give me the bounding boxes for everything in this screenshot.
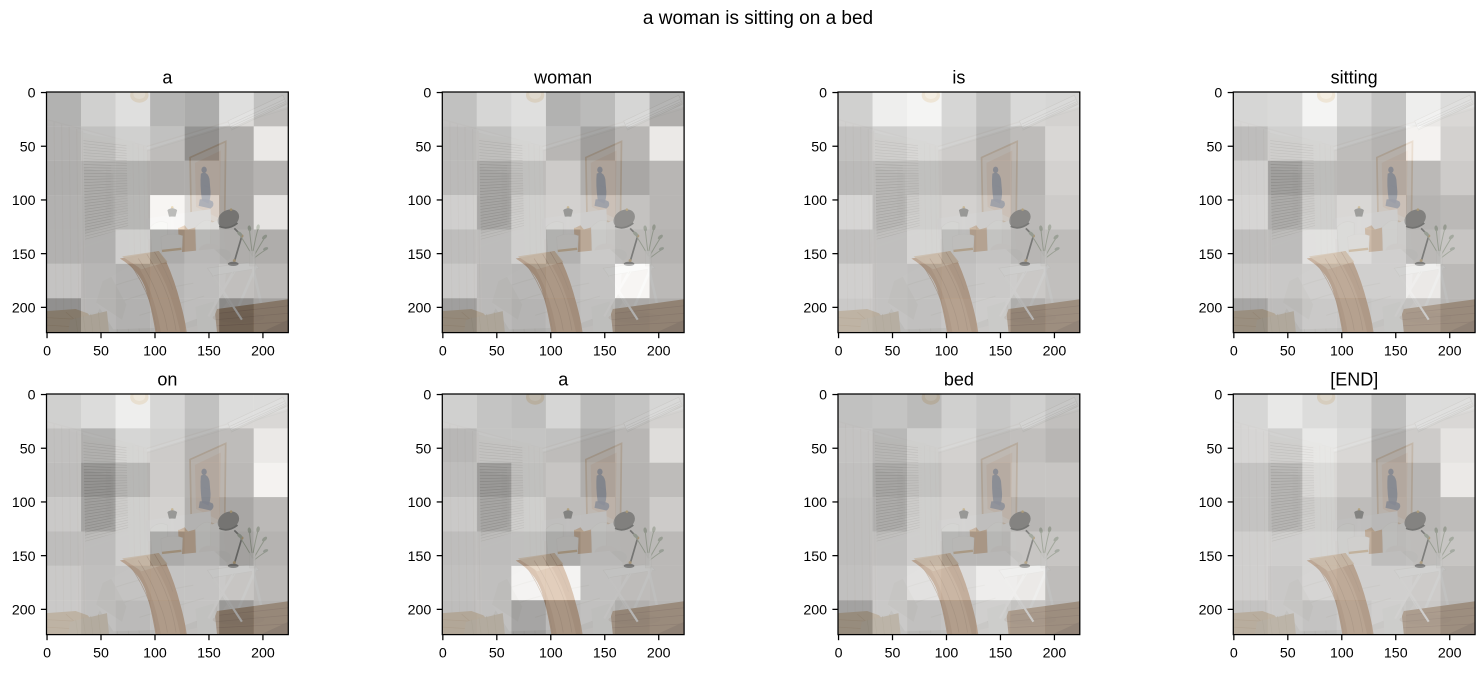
- svg-text:150: 150: [1384, 645, 1408, 661]
- svg-text:bed: bed: [944, 370, 974, 390]
- svg-text:50: 50: [416, 441, 432, 457]
- svg-text:0: 0: [835, 343, 843, 359]
- svg-text:on: on: [157, 370, 177, 390]
- svg-text:200: 200: [803, 301, 827, 317]
- svg-text:0: 0: [43, 343, 51, 359]
- svg-text:0: 0: [439, 343, 447, 359]
- svg-text:150: 150: [1199, 247, 1223, 263]
- svg-text:150: 150: [989, 645, 1013, 661]
- svg-text:150: 150: [197, 343, 221, 359]
- svg-text:sitting: sitting: [1331, 68, 1378, 88]
- svg-text:0: 0: [1214, 86, 1222, 102]
- svg-text:150: 150: [803, 247, 827, 263]
- svg-text:0: 0: [835, 645, 843, 661]
- svg-text:150: 150: [408, 549, 432, 565]
- svg-text:0: 0: [439, 645, 447, 661]
- svg-text:100: 100: [935, 343, 959, 359]
- svg-text:200: 200: [1043, 343, 1067, 359]
- svg-text:0: 0: [819, 388, 827, 404]
- svg-text:50: 50: [20, 441, 36, 457]
- svg-text:50: 50: [20, 139, 36, 155]
- svg-text:50: 50: [811, 139, 827, 155]
- svg-text:200: 200: [803, 603, 827, 619]
- svg-text:50: 50: [1207, 441, 1223, 457]
- svg-text:50: 50: [489, 343, 505, 359]
- svg-text:200: 200: [647, 645, 671, 661]
- svg-text:150: 150: [1199, 549, 1223, 565]
- svg-text:50: 50: [1280, 645, 1296, 661]
- svg-text:200: 200: [251, 343, 275, 359]
- svg-text:100: 100: [1330, 645, 1354, 661]
- svg-text:a: a: [558, 370, 569, 390]
- svg-text:[END]: [END]: [1330, 370, 1378, 390]
- svg-text:100: 100: [803, 495, 827, 511]
- svg-text:200: 200: [12, 603, 36, 619]
- svg-text:is: is: [952, 68, 965, 88]
- svg-text:50: 50: [93, 343, 109, 359]
- svg-text:0: 0: [28, 388, 36, 404]
- svg-text:100: 100: [539, 343, 563, 359]
- svg-text:200: 200: [1438, 645, 1462, 661]
- svg-text:200: 200: [251, 645, 275, 661]
- svg-text:0: 0: [28, 86, 36, 102]
- svg-text:150: 150: [1384, 343, 1408, 359]
- svg-text:0: 0: [43, 645, 51, 661]
- svg-text:150: 150: [12, 549, 36, 565]
- svg-text:150: 150: [989, 343, 1013, 359]
- svg-text:0: 0: [1230, 645, 1238, 661]
- svg-text:100: 100: [1330, 343, 1354, 359]
- svg-text:100: 100: [803, 193, 827, 209]
- svg-text:150: 150: [593, 343, 617, 359]
- svg-text:150: 150: [593, 645, 617, 661]
- svg-text:100: 100: [408, 193, 432, 209]
- svg-text:a woman is sitting on a bed: a woman is sitting on a bed: [643, 8, 873, 29]
- svg-text:150: 150: [803, 549, 827, 565]
- svg-text:200: 200: [1199, 603, 1223, 619]
- svg-text:woman: woman: [533, 68, 592, 88]
- svg-text:50: 50: [489, 645, 505, 661]
- svg-text:50: 50: [1280, 343, 1296, 359]
- svg-text:200: 200: [1043, 645, 1067, 661]
- svg-text:100: 100: [408, 495, 432, 511]
- svg-text:150: 150: [197, 645, 221, 661]
- svg-text:100: 100: [143, 645, 167, 661]
- svg-text:100: 100: [539, 645, 563, 661]
- svg-text:100: 100: [935, 645, 959, 661]
- svg-text:100: 100: [12, 495, 36, 511]
- svg-text:150: 150: [408, 247, 432, 263]
- svg-text:100: 100: [1199, 193, 1223, 209]
- svg-text:0: 0: [423, 86, 431, 102]
- svg-text:50: 50: [416, 139, 432, 155]
- svg-text:200: 200: [1438, 343, 1462, 359]
- svg-text:200: 200: [408, 301, 432, 317]
- svg-text:50: 50: [1207, 139, 1223, 155]
- svg-text:50: 50: [885, 645, 901, 661]
- svg-text:0: 0: [819, 86, 827, 102]
- svg-text:a: a: [162, 68, 173, 88]
- svg-text:100: 100: [143, 343, 167, 359]
- svg-text:200: 200: [1199, 301, 1223, 317]
- svg-text:100: 100: [12, 193, 36, 209]
- svg-text:200: 200: [647, 343, 671, 359]
- svg-text:50: 50: [885, 343, 901, 359]
- svg-text:200: 200: [12, 301, 36, 317]
- svg-text:150: 150: [12, 247, 36, 263]
- svg-text:0: 0: [1230, 343, 1238, 359]
- svg-text:50: 50: [811, 441, 827, 457]
- svg-text:0: 0: [1214, 388, 1222, 404]
- svg-text:50: 50: [93, 645, 109, 661]
- svg-text:200: 200: [408, 603, 432, 619]
- svg-text:0: 0: [423, 388, 431, 404]
- svg-text:100: 100: [1199, 495, 1223, 511]
